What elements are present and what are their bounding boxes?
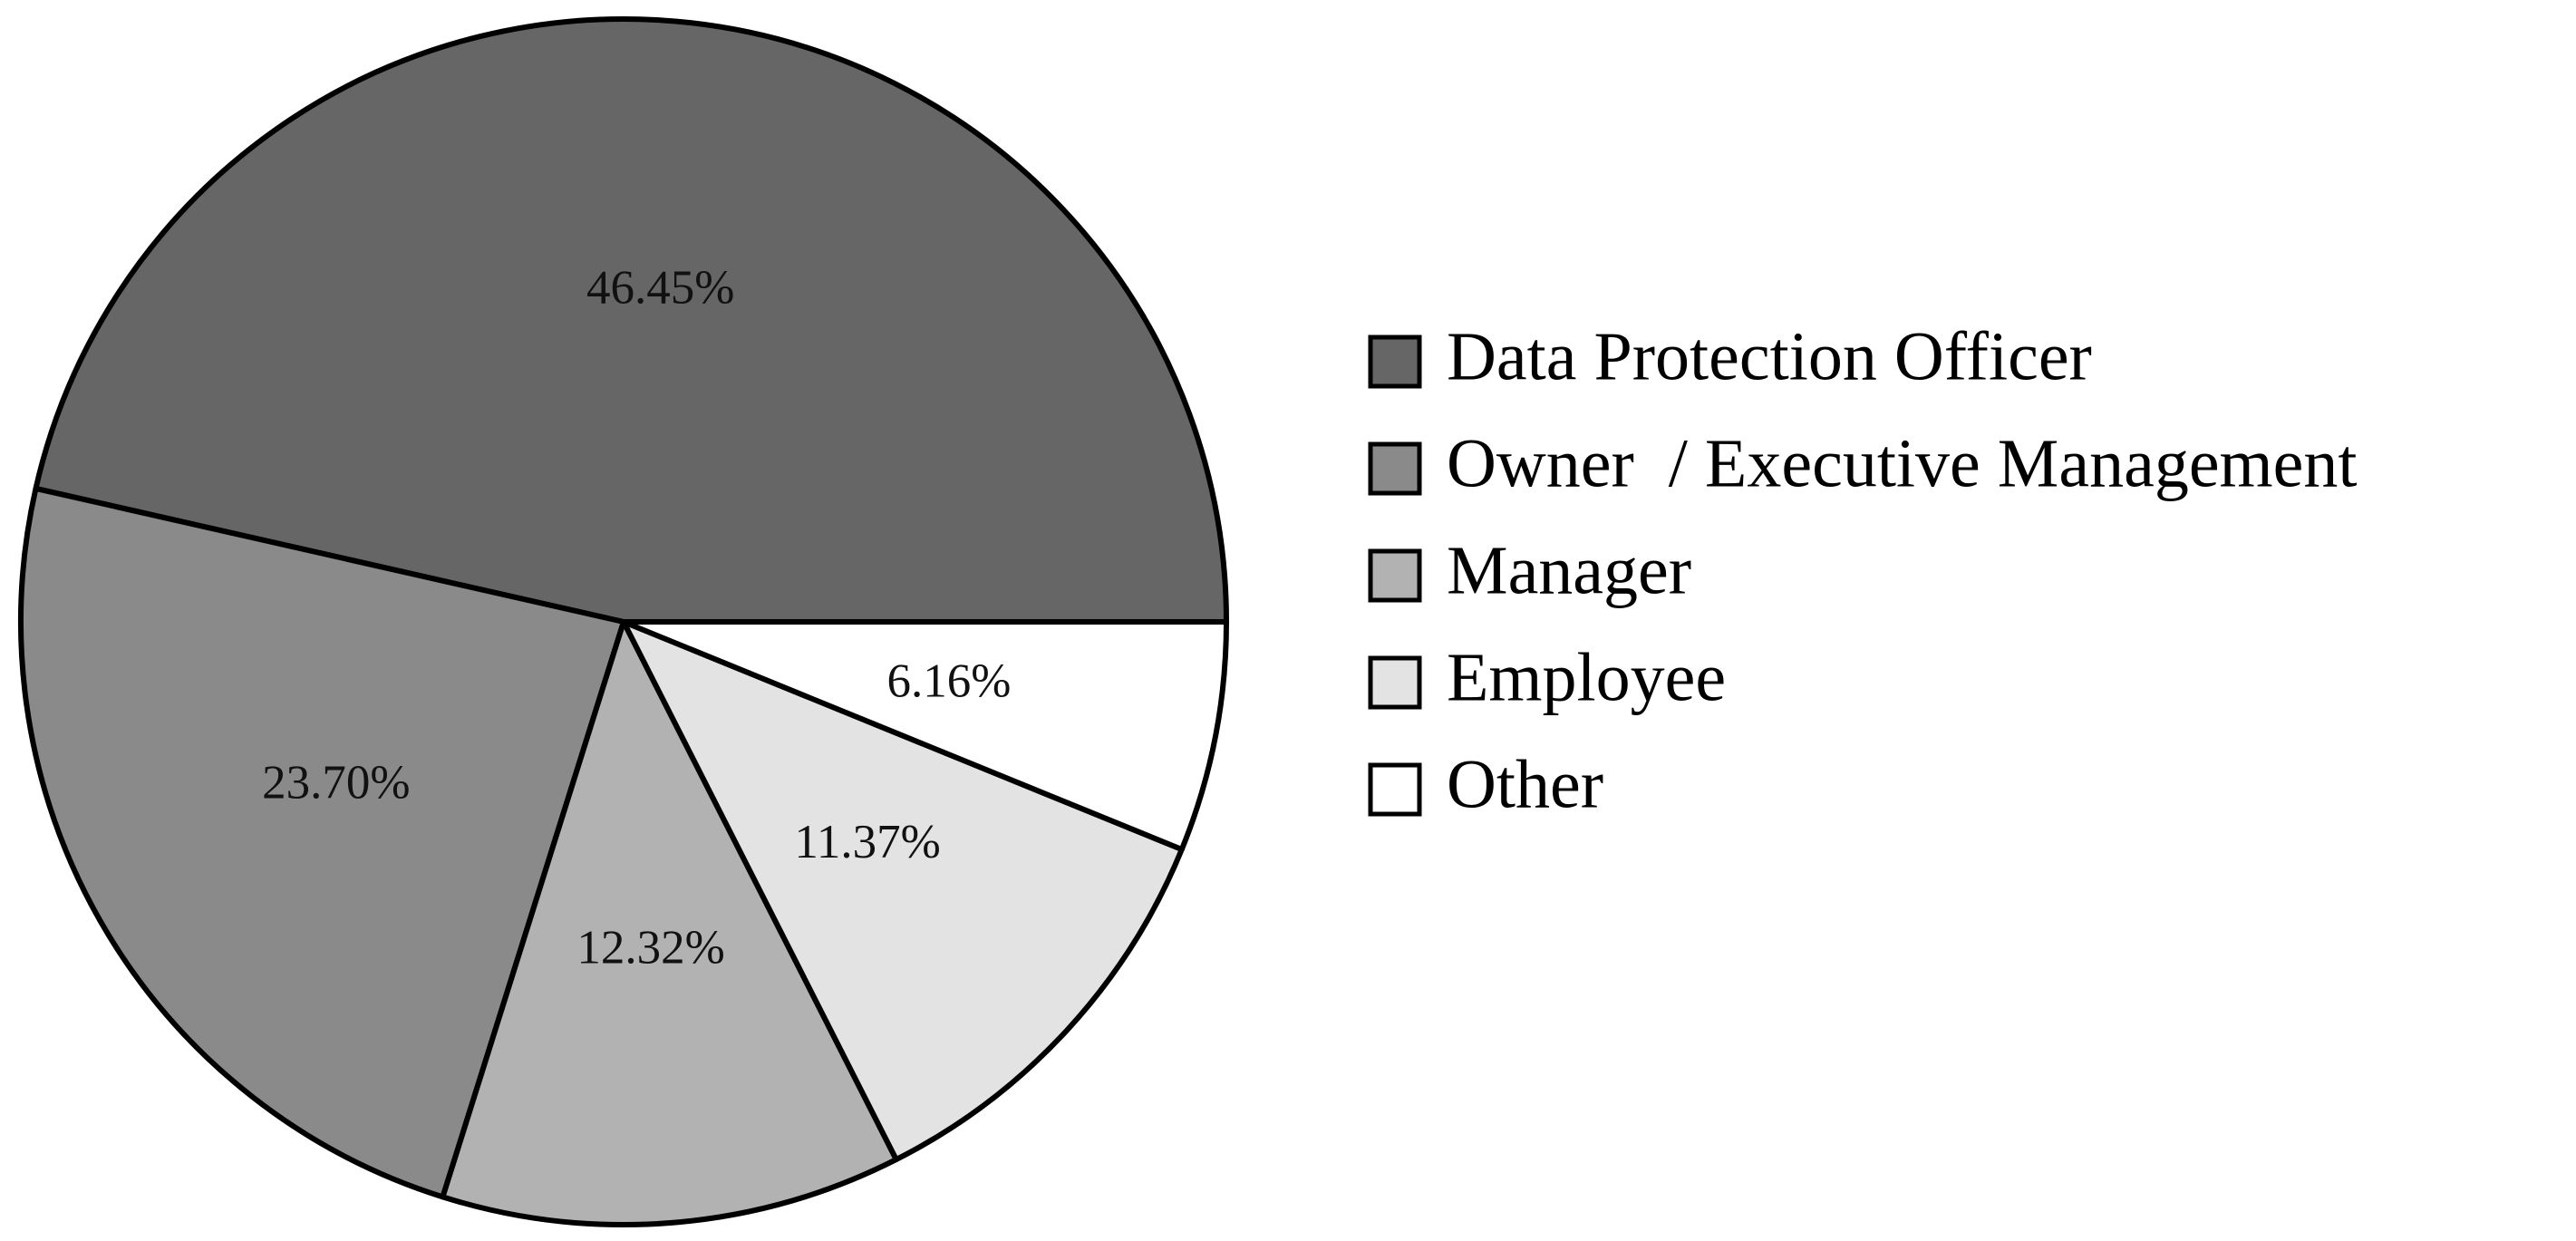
legend-swatch xyxy=(1368,334,1422,389)
legend-item-employee: Employee xyxy=(1368,639,1726,715)
legend-label: Other xyxy=(1447,746,1603,822)
slice-value-label: 46.45% xyxy=(586,262,734,315)
pie-slice-data-protection-officer xyxy=(33,16,1229,625)
legend-swatch xyxy=(1368,548,1422,603)
pie-slice-manager xyxy=(440,619,899,1227)
legend-item-owner-executive-management: Owner / Executive Management xyxy=(1368,425,2358,501)
legend-label: Owner / Executive Management xyxy=(1447,425,2358,501)
legend-item-manager: Manager xyxy=(1368,532,1691,608)
pie-slice-employee xyxy=(621,619,1185,1163)
pie-slices xyxy=(18,16,1229,1227)
legend-item-data-protection-officer: Data Protection Officer xyxy=(1368,318,2092,394)
slice-value-label: 11.37% xyxy=(794,816,940,868)
pie-slice-labels: 46.45% 23.70% 12.32% 11.37% 6.16% xyxy=(262,262,1011,974)
legend-swatch xyxy=(1368,762,1422,817)
slice-value-label: 6.16% xyxy=(886,654,1011,707)
slice-value-label: 12.32% xyxy=(576,922,724,974)
pie-slice-owner-executive-management xyxy=(18,485,626,1200)
legend-label: Employee xyxy=(1447,639,1726,715)
slice-value-label: 23.70% xyxy=(262,756,410,809)
legend-label: Manager xyxy=(1447,532,1691,608)
legend-swatch xyxy=(1368,441,1422,496)
legend-swatch xyxy=(1368,655,1422,710)
legend-item-other: Other xyxy=(1368,746,1603,822)
legend-label: Data Protection Officer xyxy=(1447,318,2092,394)
legend: Data Protection Officer Owner / Executive… xyxy=(1368,318,2358,822)
pie-slice-other xyxy=(621,619,1229,853)
